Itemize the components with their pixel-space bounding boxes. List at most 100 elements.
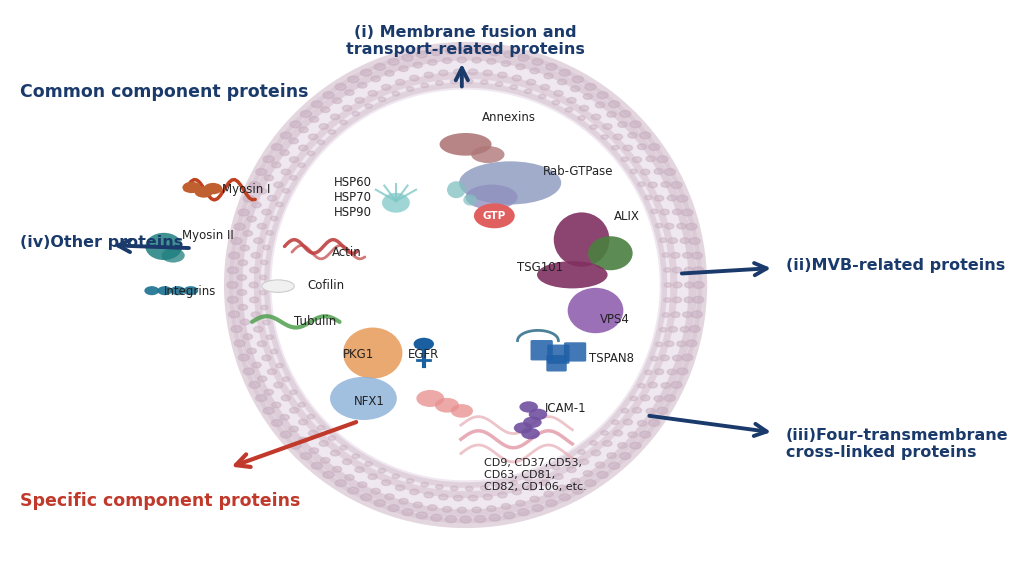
Circle shape xyxy=(348,76,358,83)
Circle shape xyxy=(229,252,240,259)
Circle shape xyxy=(565,458,573,462)
Circle shape xyxy=(504,512,515,519)
Circle shape xyxy=(632,408,642,413)
Circle shape xyxy=(648,382,657,388)
Circle shape xyxy=(684,297,693,303)
Circle shape xyxy=(559,70,571,76)
Circle shape xyxy=(504,51,515,58)
Circle shape xyxy=(309,134,318,140)
Circle shape xyxy=(298,402,306,407)
Circle shape xyxy=(654,369,663,374)
Circle shape xyxy=(659,238,666,242)
Text: Cofilin: Cofilin xyxy=(308,279,345,291)
Circle shape xyxy=(445,516,456,523)
Circle shape xyxy=(243,334,252,340)
Circle shape xyxy=(646,408,655,414)
Circle shape xyxy=(512,489,521,495)
Circle shape xyxy=(240,245,249,251)
Circle shape xyxy=(539,471,546,476)
Circle shape xyxy=(320,107,330,112)
Circle shape xyxy=(630,169,638,174)
Circle shape xyxy=(623,419,632,425)
Circle shape xyxy=(654,196,663,201)
Circle shape xyxy=(144,286,160,295)
Circle shape xyxy=(268,196,277,201)
Circle shape xyxy=(618,443,627,449)
Circle shape xyxy=(416,51,427,58)
Circle shape xyxy=(557,79,566,85)
Circle shape xyxy=(227,282,238,288)
Circle shape xyxy=(360,494,372,500)
Circle shape xyxy=(677,341,686,347)
Circle shape xyxy=(258,341,267,347)
Circle shape xyxy=(521,428,540,439)
Circle shape xyxy=(276,363,283,368)
Circle shape xyxy=(689,238,700,245)
Text: (iii)Four-transmembrane
cross-linked proteins: (iii)Four-transmembrane cross-linked pro… xyxy=(786,428,1008,460)
Circle shape xyxy=(342,105,351,111)
Circle shape xyxy=(158,286,172,295)
Circle shape xyxy=(262,355,271,361)
Circle shape xyxy=(524,477,531,481)
Circle shape xyxy=(603,441,612,446)
Circle shape xyxy=(544,491,553,497)
Circle shape xyxy=(559,494,571,500)
Circle shape xyxy=(281,169,290,175)
Circle shape xyxy=(595,102,605,108)
Circle shape xyxy=(252,202,262,207)
Circle shape xyxy=(583,93,592,99)
Circle shape xyxy=(472,507,481,512)
Ellipse shape xyxy=(262,280,295,292)
Circle shape xyxy=(309,430,318,436)
Circle shape xyxy=(693,296,703,303)
Text: Common component proteins: Common component proteins xyxy=(20,83,308,101)
Circle shape xyxy=(385,71,394,76)
Circle shape xyxy=(648,182,657,188)
Circle shape xyxy=(436,81,443,86)
Circle shape xyxy=(460,47,471,54)
Circle shape xyxy=(649,420,660,426)
Circle shape xyxy=(533,505,543,512)
Circle shape xyxy=(335,83,346,90)
Circle shape xyxy=(673,297,682,303)
Circle shape xyxy=(544,73,553,79)
Circle shape xyxy=(671,312,680,317)
Circle shape xyxy=(445,47,456,54)
Circle shape xyxy=(683,312,692,317)
Circle shape xyxy=(439,494,448,500)
Circle shape xyxy=(657,156,668,162)
FancyBboxPatch shape xyxy=(564,343,586,361)
Circle shape xyxy=(685,282,694,288)
Ellipse shape xyxy=(464,194,477,206)
Circle shape xyxy=(436,484,443,489)
Circle shape xyxy=(483,494,492,500)
Circle shape xyxy=(309,116,318,122)
Circle shape xyxy=(360,70,372,76)
Circle shape xyxy=(673,282,682,288)
Circle shape xyxy=(578,116,585,120)
Circle shape xyxy=(571,86,580,92)
Circle shape xyxy=(280,431,291,438)
Ellipse shape xyxy=(466,185,517,210)
Text: Integrins: Integrins xyxy=(164,286,216,298)
Circle shape xyxy=(600,431,609,435)
Text: Actin: Actin xyxy=(332,246,362,259)
Circle shape xyxy=(603,124,612,129)
Circle shape xyxy=(289,157,299,162)
Circle shape xyxy=(281,395,290,401)
Text: Myosin II: Myosin II xyxy=(182,229,234,242)
Circle shape xyxy=(641,169,650,175)
Circle shape xyxy=(530,496,540,502)
Circle shape xyxy=(396,79,405,85)
Circle shape xyxy=(357,482,367,487)
Circle shape xyxy=(289,426,299,432)
Circle shape xyxy=(668,327,678,332)
Circle shape xyxy=(649,144,660,150)
Circle shape xyxy=(613,430,622,436)
Circle shape xyxy=(443,58,452,63)
Text: Rab-GTPase: Rab-GTPase xyxy=(543,165,613,178)
Circle shape xyxy=(243,230,252,236)
Circle shape xyxy=(381,84,390,90)
Circle shape xyxy=(566,467,576,473)
Circle shape xyxy=(251,312,261,317)
